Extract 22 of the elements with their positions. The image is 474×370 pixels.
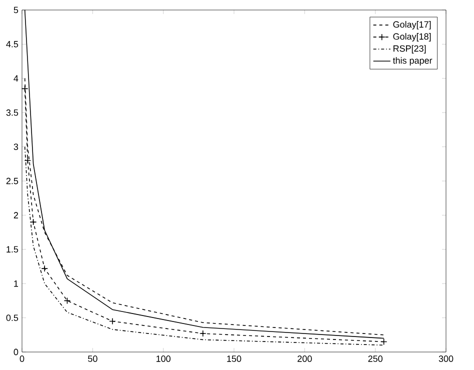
y-tick-label: 3 [14, 144, 18, 150]
y-tick-label: 1 [14, 280, 18, 287]
legend-label: this paper [392, 57, 432, 66]
y-tick-label: 1.5 [6, 246, 18, 253]
y-tick-label: 2 [14, 212, 18, 218]
y-tick-label: 0 [14, 348, 18, 356]
x-tick-label: 50 [88, 356, 98, 362]
y-tick-label: 0.5 [6, 314, 18, 321]
x-tick-label: 100 [156, 356, 170, 362]
x-tick-label: 250 [368, 356, 382, 362]
x-tick-label: 300 [438, 356, 454, 362]
x-tick-label: 200 [298, 356, 312, 362]
y-tick-label: 2.5 [6, 178, 18, 184]
x-tick-label: 0 [20, 356, 24, 362]
legend-label: RSP[23] [394, 45, 426, 54]
y-tick-label: 5 [14, 6, 18, 14]
y-tick-label: 4 [14, 75, 18, 82]
legend-label: Golay[18] [393, 33, 431, 42]
y-tick-label: 4.5 [6, 41, 18, 48]
x-tick-label: 150 [227, 356, 242, 362]
legend-label: Golay[17] [393, 21, 431, 30]
y-tick-label: 3.5 [6, 109, 18, 116]
